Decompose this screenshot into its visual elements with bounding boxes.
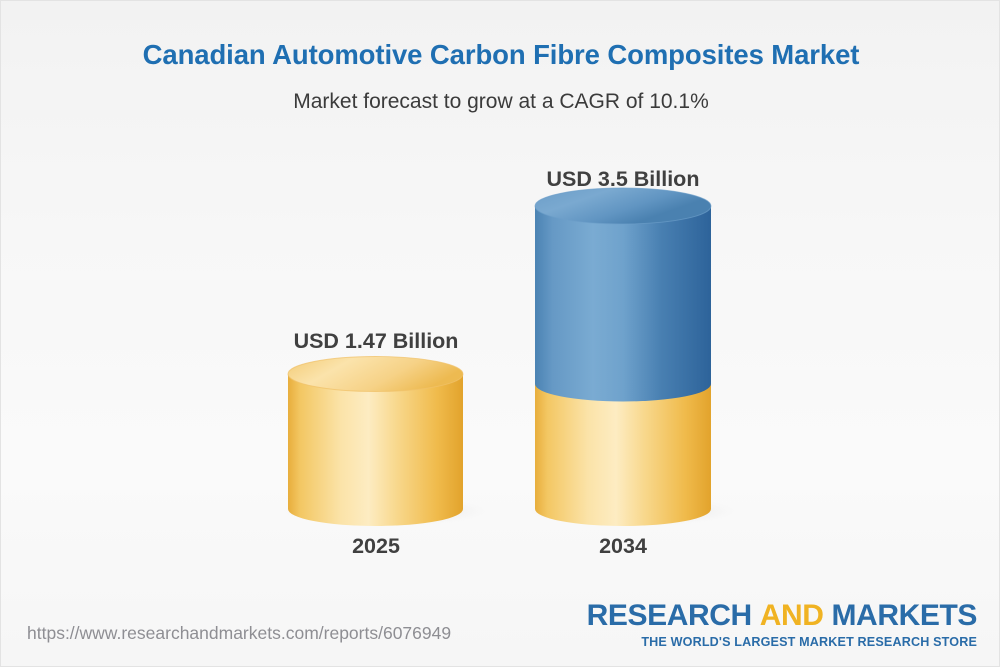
research-and-markets-logo[interactable]: RESEARCH AND MARKETS THE WORLD'S LARGEST… [586,599,978,649]
bar-2025-cap-rim [287,356,464,392]
page-title: Canadian Automotive Carbon Fibre Composi… [142,39,860,70]
bar-2034[interactable] [530,187,736,526]
chart-subtitle: Market forecast to grow at a CAGR of 10.… [293,90,709,113]
bar-2034-cap-rim [534,187,712,225]
bar-2034-top-cap [535,188,711,224]
logo-word-research: RESEARCH [586,599,753,632]
bar-2034-value-label: USD 3.5 Billion [546,167,700,191]
bar-2034-body [535,206,711,402]
report-url[interactable]: https://www.researchandmarkets.com/repor… [27,623,452,643]
logo-word-markets: MARKETS [831,599,977,632]
x-axis-label-2034: 2034 [599,534,647,558]
x-axis-label-2025: 2025 [352,534,400,558]
bar-2034-base-segment [535,384,711,526]
logo-word-and: AND [759,599,824,632]
bar-2025-value-label: USD 1.47 Billion [293,329,459,353]
bar-2025-top-cap [288,356,463,392]
bar-2025[interactable] [283,356,487,527]
logo-tagline: THE WORLD'S LARGEST MARKET RESEARCH STOR… [641,635,977,649]
bar-2025-body [288,374,463,526]
logo-wordmark: RESEARCH AND MARKETS [586,599,978,632]
